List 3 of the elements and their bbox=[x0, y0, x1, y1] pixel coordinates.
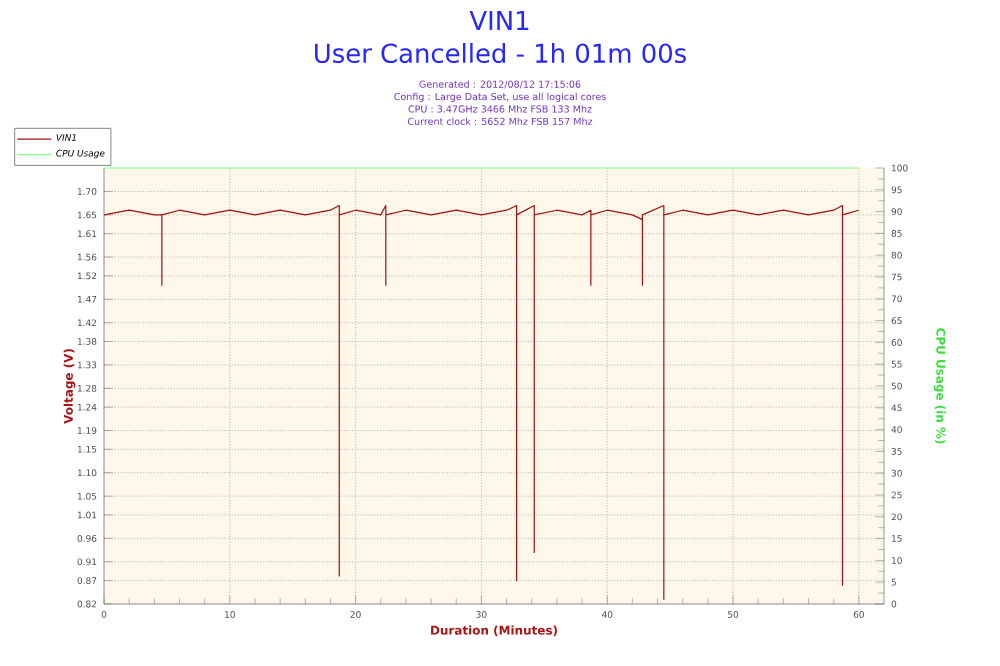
chart-title: VIN1 bbox=[469, 11, 529, 30]
line-series bbox=[104, 204, 860, 600]
chart-subtitle: User Cancelled - 1h 01m 00s bbox=[315, 43, 686, 64]
